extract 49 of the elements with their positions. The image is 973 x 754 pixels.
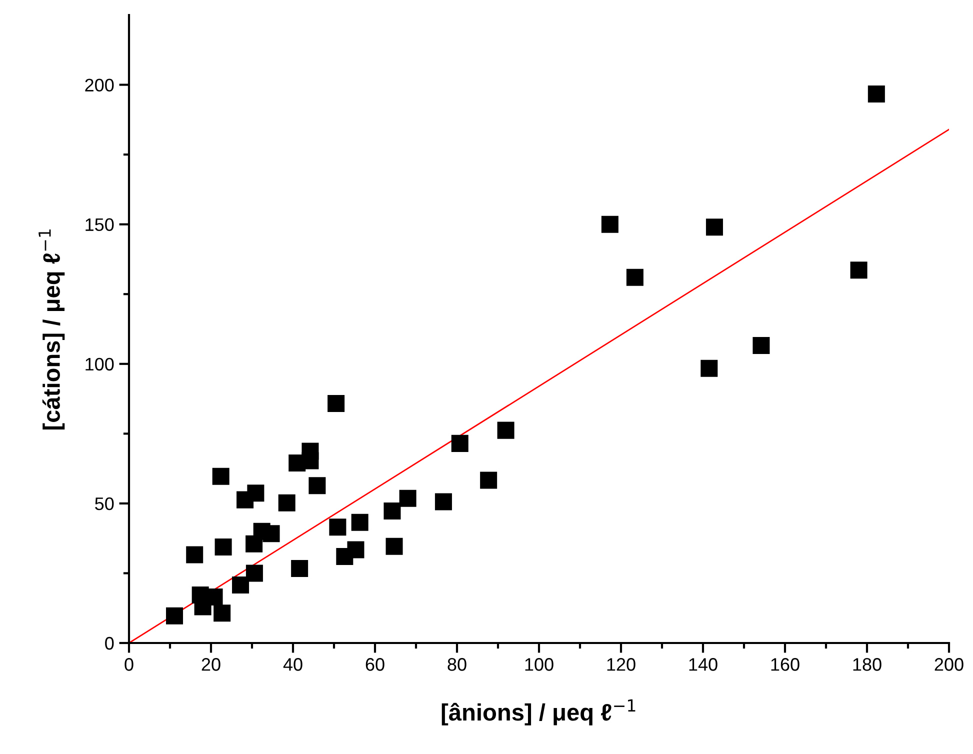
x-tick-label: 140 — [689, 658, 718, 671]
point — [351, 514, 368, 531]
point — [212, 468, 230, 485]
point — [399, 490, 416, 507]
point — [278, 494, 296, 512]
y-axis-title: [cátions] / μeq ℓ$^{−1}$ — [38, 230, 65, 430]
point — [166, 607, 184, 624]
point — [626, 268, 644, 286]
point — [247, 484, 264, 502]
point — [302, 452, 319, 470]
point — [451, 434, 468, 452]
x-tick-label: 200 — [934, 658, 964, 671]
x-tick-label: 180 — [853, 658, 882, 671]
y-tick-label: 0 — [105, 636, 114, 650]
point — [291, 560, 308, 577]
point — [329, 518, 346, 536]
y-tick-label: 50 — [95, 497, 114, 510]
x-tick-label: 20 — [202, 658, 220, 671]
y-tick-label: 100 — [86, 358, 114, 371]
point — [232, 576, 250, 594]
point — [308, 477, 326, 494]
x-axis-title: [ânions] / μeq ℓ$^{−1}$ — [442, 699, 636, 726]
point — [386, 538, 403, 555]
point — [262, 525, 280, 542]
point — [384, 502, 401, 520]
point — [700, 360, 718, 377]
x-tick-label: 40 — [283, 658, 302, 671]
point — [868, 85, 885, 102]
point — [850, 262, 868, 279]
x-tick-label: 100 — [525, 658, 554, 671]
point — [328, 395, 345, 412]
point — [480, 472, 498, 489]
point — [347, 541, 364, 558]
point — [186, 546, 204, 564]
x-tick-label: 120 — [607, 658, 636, 671]
y-tick-label: 200 — [85, 78, 114, 92]
x-tick-label: 60 — [366, 658, 384, 671]
y-tick-label: 150 — [86, 218, 114, 232]
point — [434, 493, 452, 510]
x-tick-label: 160 — [771, 658, 800, 671]
point — [246, 564, 263, 582]
point — [497, 422, 514, 439]
point — [752, 336, 770, 354]
x-tick-label: 80 — [448, 658, 466, 671]
point — [706, 218, 723, 236]
point — [601, 216, 618, 233]
point — [214, 538, 232, 556]
point — [214, 604, 231, 622]
x-tick-label: 0 — [124, 658, 134, 671]
